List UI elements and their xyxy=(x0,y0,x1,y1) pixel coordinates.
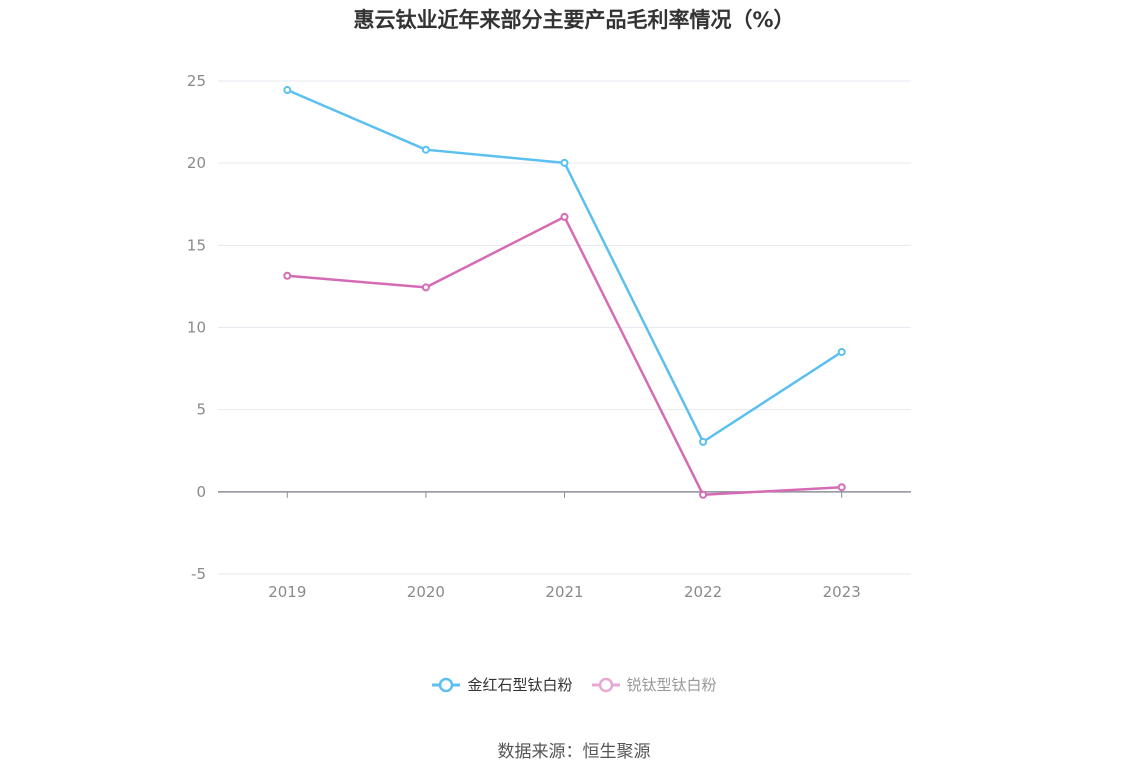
x-tick-label: 2022 xyxy=(684,583,722,601)
data-point-a[interactable] xyxy=(560,158,569,167)
x-tick-label: 2023 xyxy=(823,583,861,601)
series-line-b xyxy=(287,215,842,497)
legend-item-series-a[interactable]: 金红石型钛白粉 xyxy=(431,674,573,695)
series-layer xyxy=(283,86,846,499)
y-tick-label: 5 xyxy=(196,401,206,419)
data-source: 数据来源：恒生聚源 xyxy=(497,742,651,762)
data-point-b[interactable] xyxy=(837,483,846,492)
label-layer: -5 0 5 10 15 20 25 2019 2020 2021 2022 2023 xyxy=(187,72,861,601)
y-tick-label: 0 xyxy=(196,483,206,501)
legend-series-b-marker-icon xyxy=(591,677,620,692)
x-tick-label: 2020 xyxy=(407,583,445,601)
data-point-a[interactable] xyxy=(699,437,708,446)
legend-label-series-a: 金红石型钛白粉 xyxy=(467,676,573,694)
legend-item-series-b[interactable]: 锐钛型钛白粉 xyxy=(591,674,717,695)
legend-series-a-marker-icon xyxy=(432,677,461,692)
chart-title: 惠云钛业近年来部分主要产品毛利率情况（%） xyxy=(353,8,795,32)
data-point-a[interactable] xyxy=(421,145,430,154)
series-line-a xyxy=(286,88,843,444)
legend-label-series-b: 锐钛型钛白粉 xyxy=(626,676,717,694)
y-tick-label: 20 xyxy=(187,154,206,172)
data-point-b[interactable] xyxy=(699,490,708,499)
y-tick-label: 15 xyxy=(187,236,206,254)
data-point-b[interactable] xyxy=(421,283,430,292)
data-point-b[interactable] xyxy=(560,212,569,221)
x-tick-label: 2019 xyxy=(268,583,306,601)
x-tick-label: 2021 xyxy=(545,583,583,601)
data-point-b[interactable] xyxy=(283,271,292,280)
data-point-a[interactable] xyxy=(283,86,292,95)
y-tick-label: 25 xyxy=(187,72,206,90)
y-tick-label: 10 xyxy=(187,319,206,337)
grid-layer xyxy=(218,80,911,575)
legend: 金红石型钛白粉 锐钛型钛白粉 xyxy=(0,674,1148,695)
axis-layer xyxy=(218,491,911,498)
y-tick-label: -5 xyxy=(191,565,206,583)
data-point-a[interactable] xyxy=(837,347,846,356)
